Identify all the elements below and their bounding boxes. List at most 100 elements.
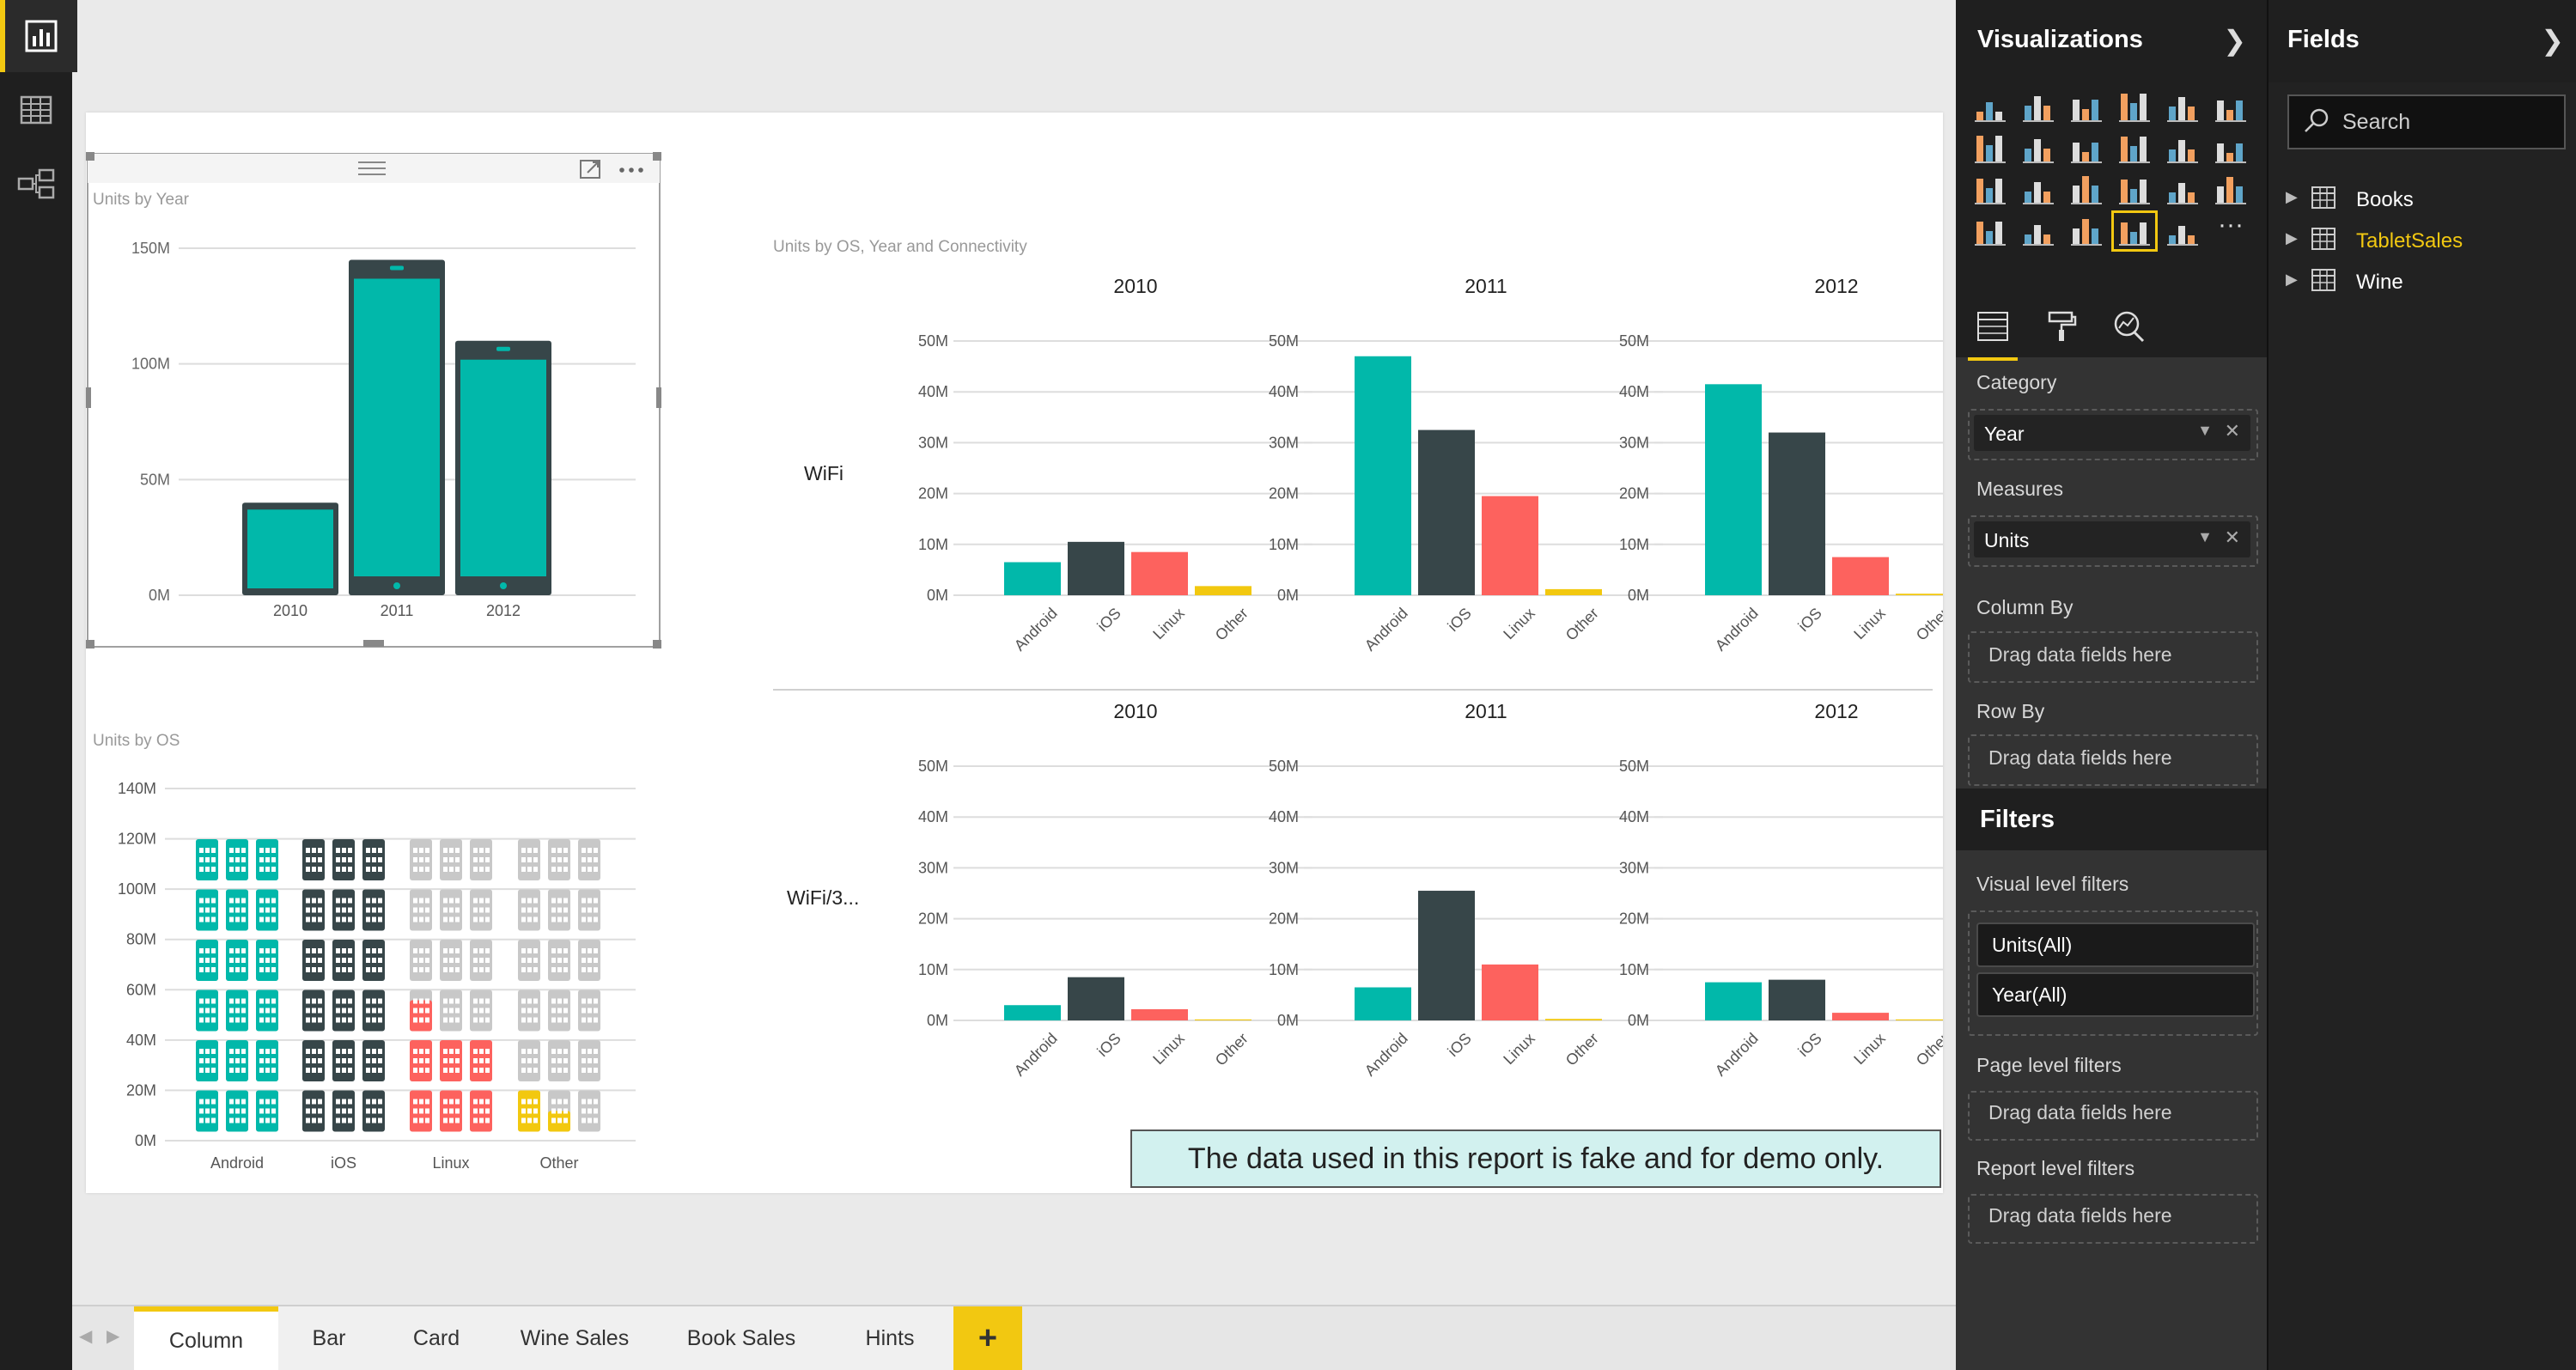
collapse-visualizations-icon[interactable]: ❯ xyxy=(2223,25,2246,56)
focus-mode-icon[interactable] xyxy=(580,160,600,179)
phone-key xyxy=(563,1049,568,1054)
field-table-tabletsales[interactable]: ▶ TabletSales xyxy=(2286,222,2561,257)
phone-key xyxy=(582,998,586,1004)
visual-type-icon[interactable] xyxy=(2018,213,2059,249)
phone-key xyxy=(259,1108,264,1114)
page-level-filters-well[interactable]: Drag data fields here xyxy=(1968,1091,2258,1141)
measures-well[interactable]: Units ▼ ✕ xyxy=(1968,515,2258,567)
phone-key xyxy=(485,867,490,872)
visual-type-icon[interactable] xyxy=(1970,131,2011,167)
expand-triangle-icon[interactable]: ▶ xyxy=(2286,271,2298,288)
collapse-fields-icon[interactable]: ❯ xyxy=(2541,25,2564,56)
phone-key xyxy=(413,867,417,872)
page-tab-card[interactable]: Card xyxy=(380,1306,495,1370)
relationships-view-button[interactable] xyxy=(0,148,72,220)
phone-key xyxy=(413,967,417,972)
visual-type-icon[interactable] xyxy=(2018,131,2059,167)
column-label: 2012 xyxy=(1814,275,1858,297)
visual-type-icon[interactable] xyxy=(2018,172,2059,208)
phone-key xyxy=(372,1058,376,1063)
units-by-year-visual[interactable]: Units by Year 0M 50M 100M 150M 2010 2011 2012 xyxy=(86,113,687,671)
fields-well-tab[interactable] xyxy=(1968,297,2018,361)
visual-type-icon[interactable] xyxy=(2162,89,2203,125)
phone-key xyxy=(557,1008,562,1014)
phone-key xyxy=(199,967,204,972)
visual-type-icon[interactable] xyxy=(2162,172,2203,208)
fields-search-input[interactable] xyxy=(2341,107,2550,137)
visual-type-icon[interactable] xyxy=(2114,131,2155,167)
category-field-chip[interactable]: Year ▼ ✕ xyxy=(1974,415,2250,451)
phone-key xyxy=(342,948,346,953)
remove-field-icon[interactable]: ✕ xyxy=(2224,527,2240,548)
report-view-button[interactable] xyxy=(0,0,77,72)
phone-key xyxy=(588,1068,592,1073)
visual-type-icon[interactable] xyxy=(2066,172,2107,208)
visual-type-icon[interactable] xyxy=(2066,131,2107,167)
units-by-os-visual[interactable]: Units by OS 0M 20M 40M 60M 80M 100M 120M 140M An… xyxy=(86,113,773,1193)
remove-field-icon[interactable]: ✕ xyxy=(2224,420,2240,441)
visual-type-icon[interactable] xyxy=(2162,213,2203,249)
report-canvas[interactable]: Units by Year 0M 50M 100M 150M 2010 2011 2012 … xyxy=(86,113,1943,1193)
phone-key xyxy=(413,958,417,963)
scroll-right-icon[interactable]: ▶ xyxy=(107,1327,120,1346)
phone-key xyxy=(265,958,270,963)
format-tab[interactable] xyxy=(2037,297,2086,357)
chevron-down-icon[interactable]: ▼ xyxy=(2197,422,2213,439)
phone-key xyxy=(521,948,526,953)
page-tab-hints[interactable]: Hints xyxy=(826,1306,955,1370)
page-tab-bar-chart[interactable]: Bar xyxy=(278,1306,381,1370)
fields-search-box[interactable] xyxy=(2287,94,2566,149)
visual-type-icon[interactable] xyxy=(2210,89,2251,125)
visual-type-icon[interactable] xyxy=(2066,213,2107,249)
page-tab-wine-sales[interactable]: Wine Sales xyxy=(493,1306,658,1370)
phone-key xyxy=(449,1058,454,1063)
pictogram-group-Other xyxy=(518,839,600,1132)
visual-type-icon[interactable] xyxy=(2210,131,2251,167)
report-level-filters-well[interactable]: Drag data fields here xyxy=(1968,1194,2258,1244)
field-table-books[interactable]: ▶ Books xyxy=(2286,181,2561,216)
phone-key xyxy=(235,958,240,963)
expand-triangle-icon[interactable]: ▶ xyxy=(2286,229,2298,247)
phone-key xyxy=(563,998,568,1004)
phone-key xyxy=(342,1108,346,1114)
filter-year-chip[interactable]: Year(All) xyxy=(1976,972,2255,1017)
field-table-wine[interactable]: ▶ Wine xyxy=(2286,264,2561,298)
row-by-well[interactable]: Drag data fields here xyxy=(1968,734,2258,786)
visual-type-icon[interactable] xyxy=(2111,210,2158,252)
chevron-down-icon[interactable]: ▼ xyxy=(2197,528,2213,545)
phone-key xyxy=(413,898,417,904)
measures-field-chip[interactable]: Units ▼ ✕ xyxy=(1974,521,2250,557)
visual-level-filters-well[interactable]: Units(All) Year(All) xyxy=(1968,910,2258,1036)
expand-triangle-icon[interactable]: ▶ xyxy=(2286,188,2298,205)
scroll-left-icon[interactable]: ◀ xyxy=(79,1327,93,1346)
visual-type-icon[interactable] xyxy=(2018,89,2059,125)
visual-type-icon[interactable] xyxy=(1970,89,2011,125)
visual-type-icon[interactable] xyxy=(2066,89,2107,125)
phone-key xyxy=(521,907,526,913)
visual-type-icon[interactable] xyxy=(2114,89,2155,125)
more-options-icon[interactable] xyxy=(619,167,643,173)
visual-type-icon[interactable] xyxy=(2114,172,2155,208)
phone-key xyxy=(259,998,264,1004)
analytics-tab[interactable] xyxy=(2105,297,2155,357)
phone-key xyxy=(366,1117,370,1123)
category-well[interactable]: Year ▼ ✕ xyxy=(1968,409,2258,460)
drag-handle-icon[interactable] xyxy=(358,161,386,175)
add-page-button[interactable]: + xyxy=(953,1306,1022,1370)
page-tab-book-sales[interactable]: Book Sales xyxy=(656,1306,828,1370)
chart-type-icon xyxy=(1975,102,2006,122)
data-view-button[interactable] xyxy=(0,74,72,146)
phone-key xyxy=(235,907,240,913)
visual-type-icon[interactable] xyxy=(1970,213,2011,249)
bar-Linux xyxy=(1131,551,1188,595)
phone-key xyxy=(485,1068,490,1073)
visual-type-icon[interactable] xyxy=(2162,131,2203,167)
page-tab-column[interactable]: Column xyxy=(134,1306,280,1370)
phone-icon xyxy=(362,1040,385,1081)
column-by-well[interactable]: Drag data fields here xyxy=(1968,631,2258,683)
visual-type-icon[interactable] xyxy=(1970,172,2011,208)
more-visuals-icon[interactable]: ··· xyxy=(2218,210,2244,239)
phone-key xyxy=(265,1099,270,1105)
visual-type-icon[interactable] xyxy=(2210,172,2251,208)
filter-units-chip[interactable]: Units(All) xyxy=(1976,922,2255,967)
